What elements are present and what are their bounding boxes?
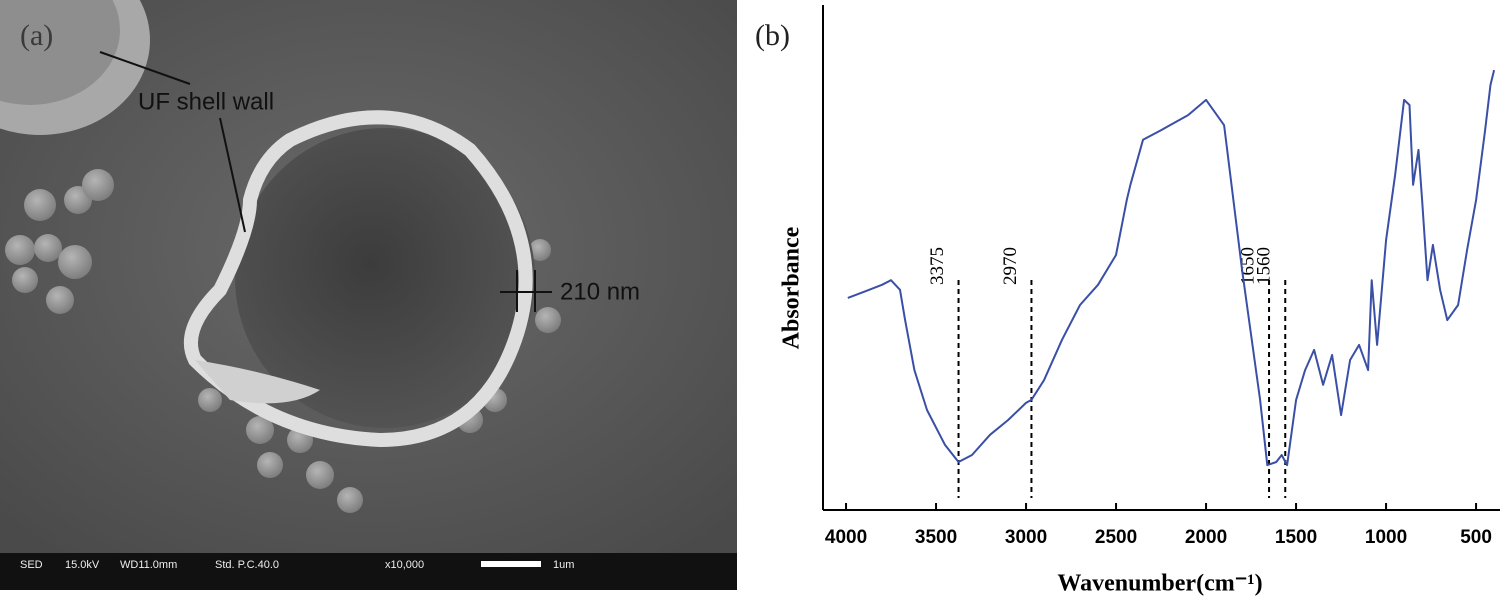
- panel-label: (b): [755, 19, 790, 52]
- spectrum-line: [847, 69, 1496, 467]
- scale-bar: [481, 561, 541, 567]
- info-text: 1um: [553, 559, 574, 571]
- info-text: WD11.0mm: [120, 559, 177, 571]
- peak-label: 1560: [1254, 247, 1275, 285]
- x-tick-label: 2000: [1185, 527, 1227, 548]
- x-tick-label: 2500: [1095, 527, 1137, 548]
- peak-label: 2970: [1000, 247, 1021, 285]
- x-tick-label: 1000: [1365, 527, 1407, 548]
- x-tick-label: 3500: [915, 527, 957, 548]
- x-tick-label: 4000: [825, 527, 867, 548]
- info-bar: [0, 553, 737, 590]
- panel-label: (a): [20, 19, 53, 52]
- x-tick-label: 500: [1460, 527, 1492, 548]
- annotation: 210 nm: [560, 278, 640, 305]
- x-tick-label: 1500: [1275, 527, 1317, 548]
- info-text: Std. P.C.40.0: [215, 559, 279, 571]
- annotation: UF shell wall: [138, 88, 274, 115]
- annotation-line: [219, 117, 246, 233]
- info-text: x10,000: [385, 559, 424, 571]
- y-axis-label: Absorbance: [779, 226, 805, 349]
- peak-label: 3375: [927, 247, 948, 285]
- info-text: 15.0kV: [65, 559, 100, 571]
- sem-image: [0, 0, 737, 553]
- x-tick-label: 3000: [1005, 527, 1047, 548]
- x-axis-label: Wavenumber(cm⁻¹): [1057, 571, 1262, 597]
- info-text: SED: [20, 559, 43, 571]
- annotation-line: [99, 51, 191, 85]
